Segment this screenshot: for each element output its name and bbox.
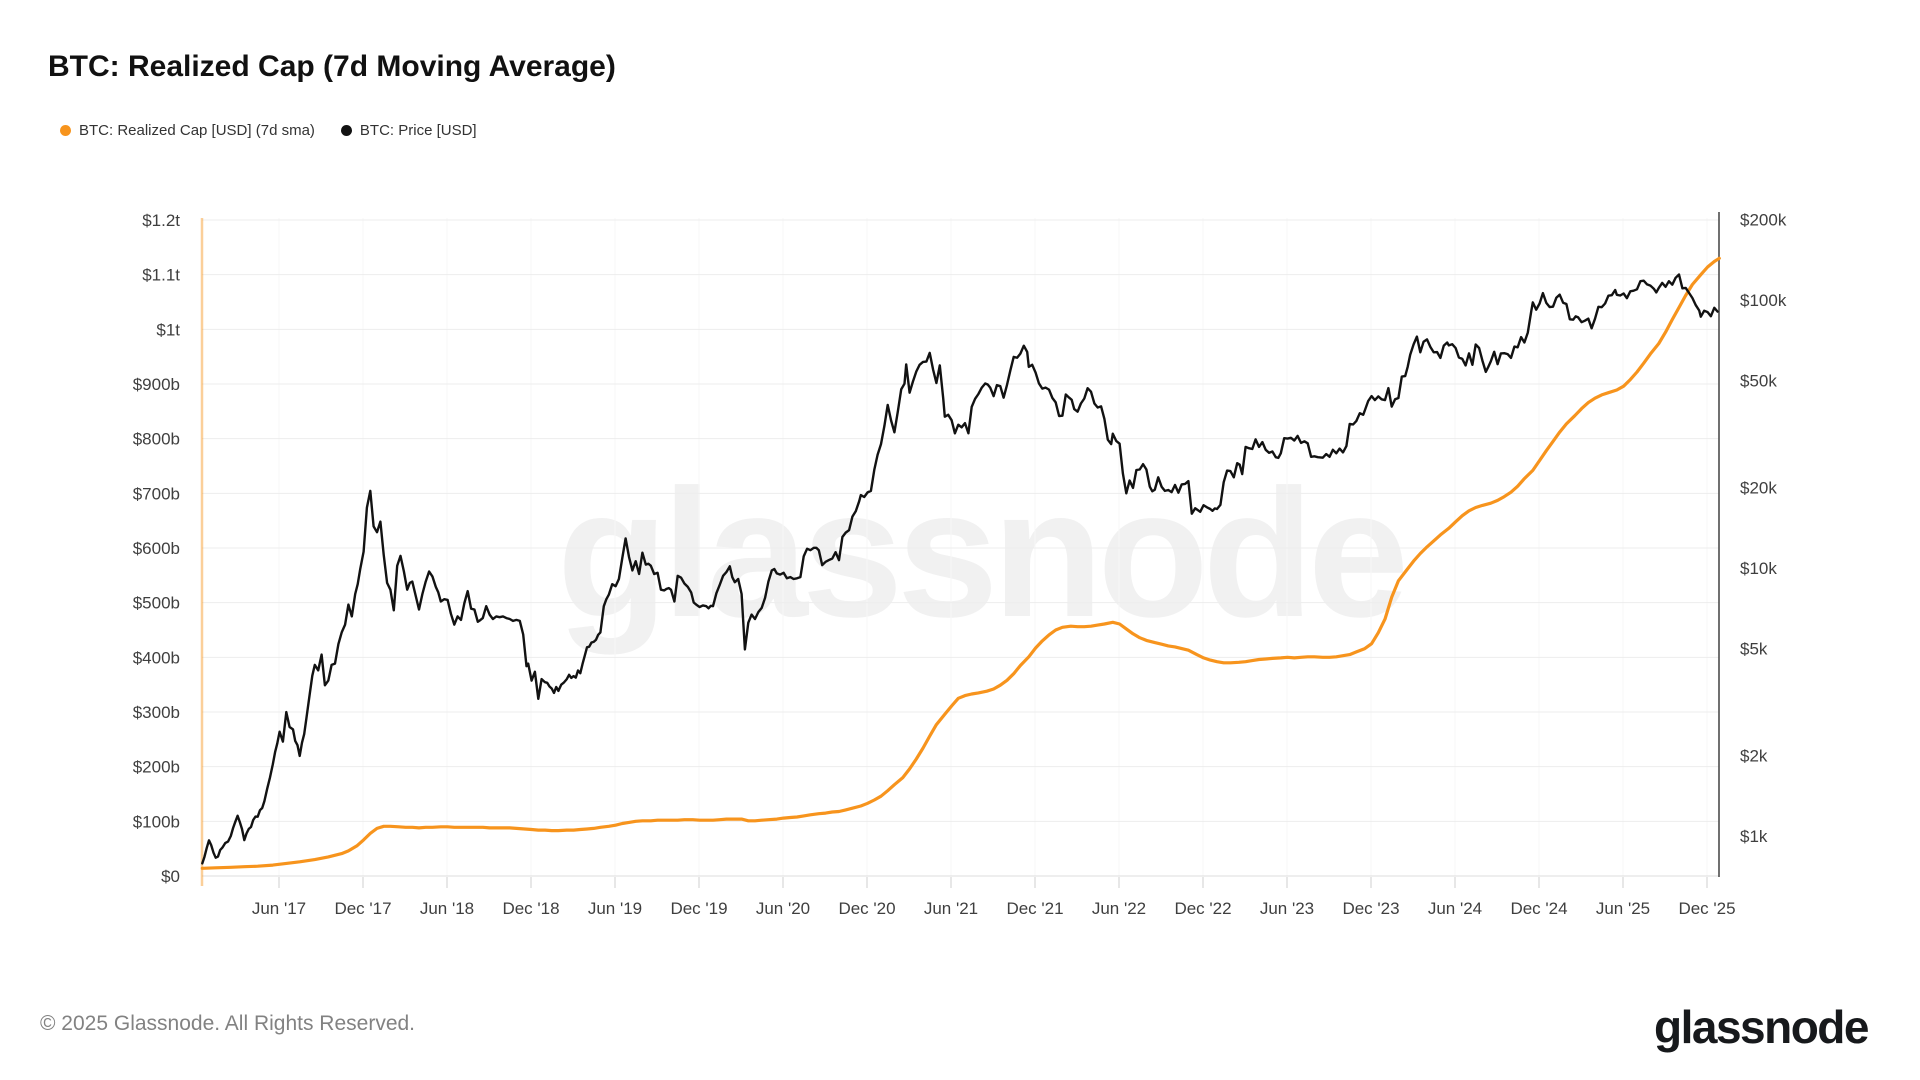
x-axis-label: Dec '17 <box>334 899 391 918</box>
x-axis-label: Jun '19 <box>588 899 642 918</box>
x-axis-label: Dec '25 <box>1678 899 1735 918</box>
copyright-text: © 2025 Glassnode. All Rights Reserved. <box>40 1012 416 1035</box>
y-left-axis-label: $600b <box>133 539 180 558</box>
legend-marker-price-icon <box>340 125 352 136</box>
x-axis-label: Dec '24 <box>1510 899 1567 918</box>
x-axis-label: Dec '21 <box>1006 899 1063 918</box>
y-left-axis-label: $1.1t <box>142 266 180 285</box>
y-left-axis-label: $700b <box>133 484 180 503</box>
glassnode-logo: glassnode <box>1653 1001 1870 1053</box>
x-axis-label: Jun '25 <box>1596 899 1650 918</box>
x-axis-label: Jun '21 <box>924 899 978 918</box>
y-left-axis-label: $800b <box>133 430 180 449</box>
x-axis-label: Jun '22 <box>1092 899 1146 918</box>
x-axis-label: Jun '23 <box>1260 899 1314 918</box>
y-left-axis-label: $900b <box>133 375 180 394</box>
y-right-axis-label: $20k <box>1740 478 1777 497</box>
y-left-axis-label: $100b <box>133 812 180 831</box>
price-line <box>201 273 1719 865</box>
legend-item-price[interactable]: BTC: Price [USD] <box>340 122 477 139</box>
y-right-axis-label: $5k <box>1740 640 1768 659</box>
legend-label-price: BTC: Price [USD] <box>359 122 477 139</box>
legend-marker-realized-cap-icon <box>60 125 71 136</box>
legend-item-realized-cap[interactable]: BTC: Realized Cap [USD] (7d sma) <box>60 122 315 139</box>
x-axis-label: Jun '24 <box>1428 899 1482 918</box>
x-axis-label: Dec '22 <box>1174 899 1231 918</box>
y-left-axis-label: $400b <box>133 648 180 667</box>
y-right-axis-label: $50k <box>1740 372 1777 391</box>
y-left-axis-label: $300b <box>133 703 180 722</box>
legend-label-realized-cap: BTC: Realized Cap [USD] (7d sma) <box>79 122 315 139</box>
y-left-axis-label: $500b <box>133 594 180 613</box>
y-right-axis-label: $200k <box>1740 210 1787 229</box>
x-axis-label: Jun '20 <box>756 899 810 918</box>
y-left-axis-label: $1t <box>156 320 180 339</box>
y-left-axis-label: $1.2t <box>142 211 180 230</box>
x-axis-label: Dec '19 <box>670 899 727 918</box>
x-axis-label: Dec '23 <box>1342 899 1399 918</box>
y-right-axis-label: $1k <box>1740 827 1768 846</box>
y-left-axis-label: $200b <box>133 758 180 777</box>
x-axis-label: Jun '18 <box>420 899 474 918</box>
x-axis-label: Dec '18 <box>502 899 559 918</box>
y-right-axis-label: $10k <box>1740 559 1777 578</box>
x-axis-label: Dec '20 <box>838 899 895 918</box>
y-right-axis-label: $100k <box>1740 291 1787 310</box>
y-left-axis-label: $0 <box>161 867 180 886</box>
realized-cap-line <box>200 256 1721 870</box>
page-title: BTC: Realized Cap (7d Moving Average) <box>48 50 616 83</box>
legend: BTC: Realized Cap [USD] (7d sma) BTC: Pr… <box>60 122 477 139</box>
y-right-axis-label: $2k <box>1740 746 1768 765</box>
x-axis-label: Jun '17 <box>252 899 306 918</box>
